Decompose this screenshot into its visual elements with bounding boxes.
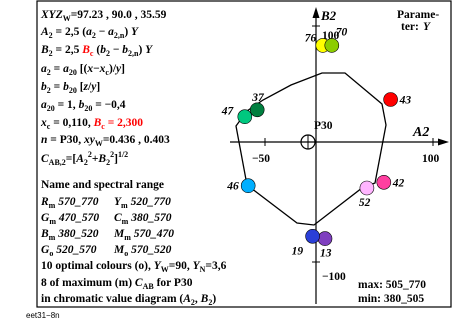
info-line-a20: a20 = 1, b20 = −0,4: [41, 99, 126, 113]
param-value: Y: [423, 21, 431, 33]
info-line-a2: a2 = a20 [(x−xc)/y]: [41, 63, 125, 77]
data-point-label-47: 47: [221, 106, 235, 118]
data-point-label-46: 46: [226, 181, 239, 193]
info-line-cab: CAB,2=[A22+B22]1/2: [41, 150, 128, 167]
data-point-70: [324, 38, 340, 53]
max-label: max: 505_770: [358, 279, 426, 291]
info-line-A2: A2 = 2,5 (a2 − a2,n) Y: [40, 26, 139, 40]
info-line-go: Go 520_570 Mo 570_520: [41, 244, 172, 258]
info-line-optimal: 10 optimal colours (o), YW=90, YN=3,6: [41, 260, 227, 274]
x-axis-arrow: [438, 138, 449, 146]
data-point-52: [359, 180, 375, 196]
gamut-outline: [235, 72, 387, 226]
info-line-max: 8 of maximum (m) CAB for P30: [41, 277, 193, 291]
info-line-rm: Rm 570_770 Ym 520_770: [40, 196, 171, 210]
footer-label: eet31−8n: [26, 311, 60, 320]
x-tick-label-minus50: −50: [252, 153, 270, 165]
data-point-label-76: 76: [305, 32, 317, 44]
data-point-13: [317, 231, 333, 246]
diagram-frame: [36, 0, 452, 308]
data-point-label-43: 43: [399, 95, 412, 107]
data-points: 76 70 43 42 52 13 19 46 47 37: [221, 26, 412, 259]
data-point-label-52: 52: [359, 197, 371, 209]
info-line-name: Name and spectral range: [41, 179, 164, 191]
param-label-2: ter:: [401, 21, 419, 33]
info-line-xyz: XYZW=97.23 , 90.0 , 35.59: [40, 9, 167, 23]
info-line-bm: Bm 380_520 Mm 570_470: [40, 228, 174, 242]
data-point-43: [383, 92, 398, 107]
param-label: Parame-: [397, 9, 439, 21]
data-point-46: [240, 178, 256, 193]
data-point-label-19: 19: [292, 245, 304, 257]
center-label: P30: [314, 120, 333, 132]
min-label: min: 380_505: [358, 293, 424, 305]
y-tick-label-minus100: −100: [322, 271, 346, 283]
y-axis-arrow: [312, 7, 320, 18]
info-block: XYZW=97.23 , 90.0 , 35.59 A2 = 2,5 (a2 −…: [40, 9, 227, 307]
data-point-label-37: 37: [251, 92, 265, 104]
x-tick-label-100: 100: [422, 153, 440, 165]
info-line-diagram: in chromatic value diagram (A2, B2): [41, 293, 216, 307]
info-line-B2: B2 = 2,5 Bc (b2 − b2,n) Y: [40, 44, 153, 58]
data-point-19: [305, 229, 320, 244]
data-point-42: [376, 175, 392, 190]
info-line-xc: xc = 0,110, Bc = 2,300: [40, 117, 143, 131]
info-line-gm: Gm 470_570 Cm 380_570: [41, 212, 172, 226]
data-point-label-70: 70: [336, 26, 348, 38]
y-axis-label: B2: [320, 8, 337, 23]
info-line-b2: b2 = b20 [z/y]: [41, 81, 100, 95]
data-point-37: [249, 102, 265, 118]
data-point-label-13: 13: [320, 248, 332, 260]
data-point-47: [237, 109, 253, 124]
info-line-n: n = P30, xyW=0.436 , 0.403: [41, 134, 170, 148]
x-axis-label: A2: [412, 125, 429, 140]
data-point-label-42: 42: [392, 177, 405, 189]
